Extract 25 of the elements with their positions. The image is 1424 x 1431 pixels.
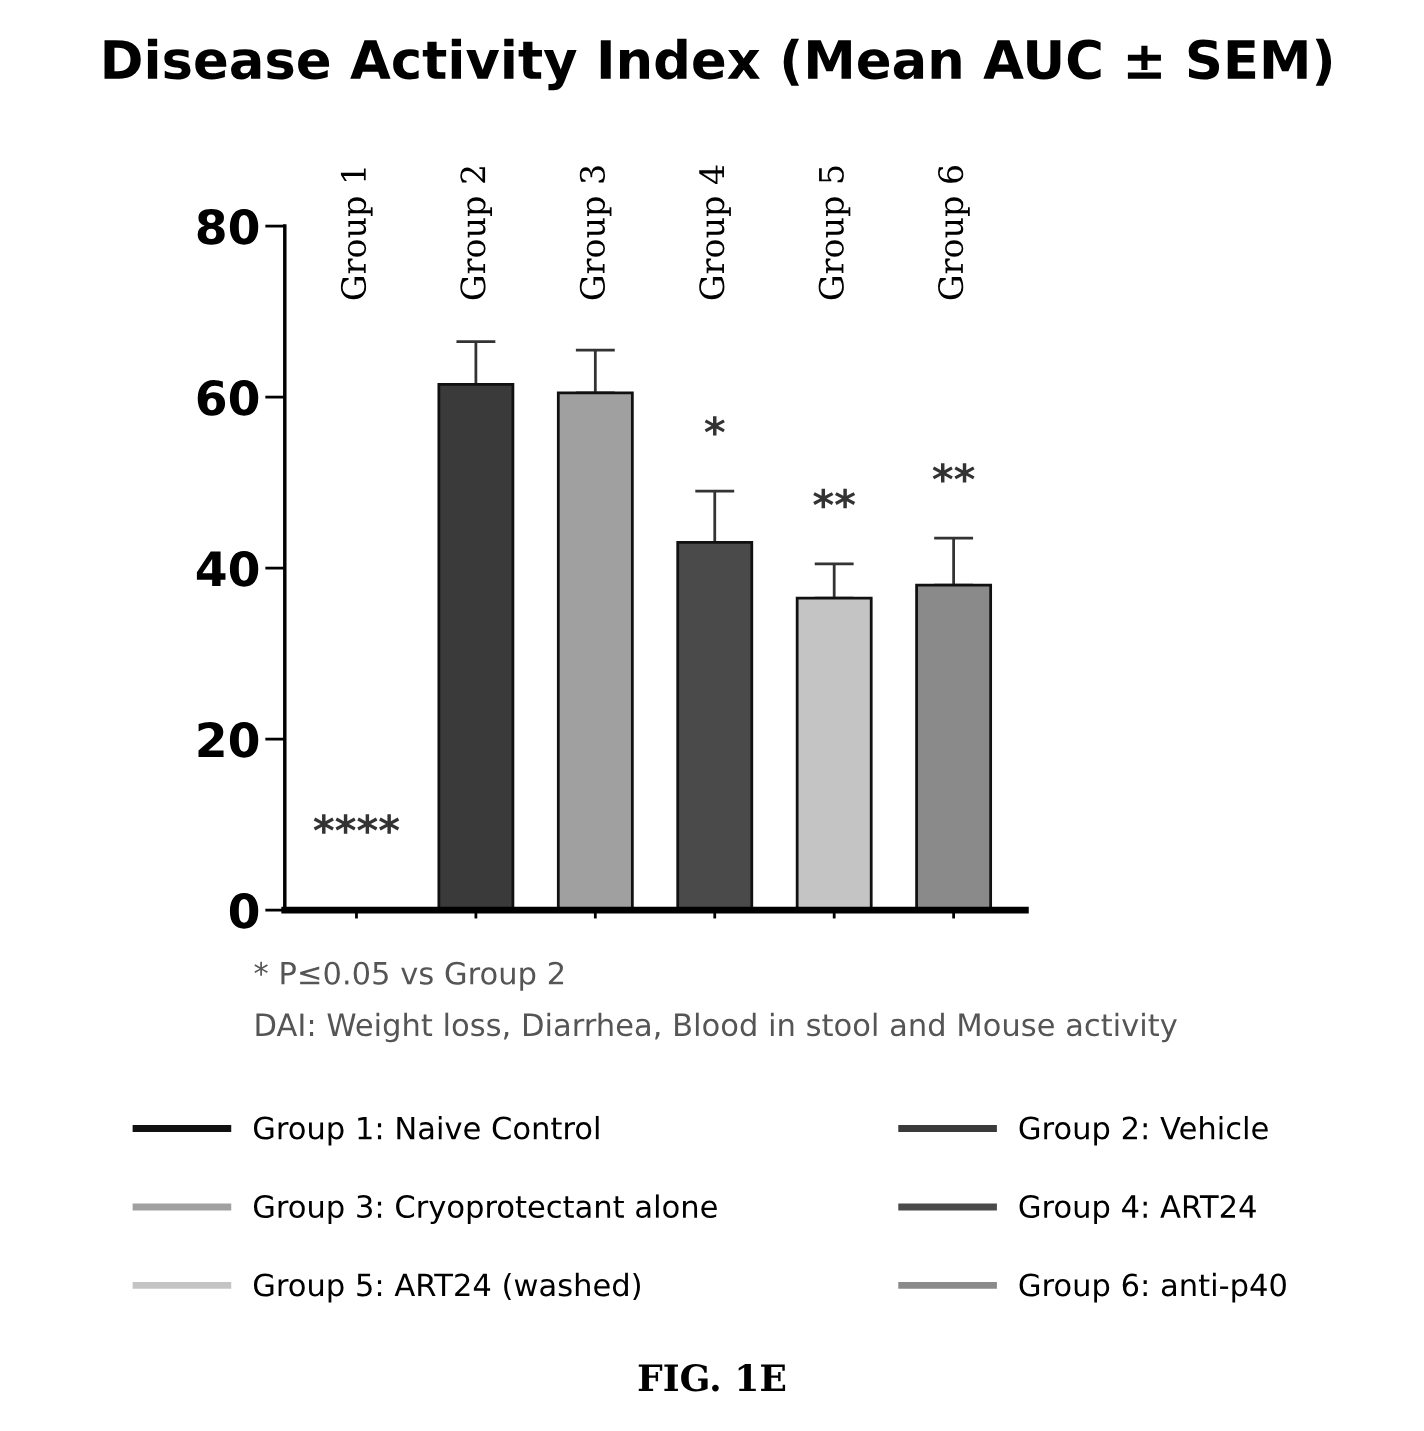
y-tick-label: 80	[197, 208, 259, 245]
x-tick-label: Group 5	[818, 166, 851, 300]
annotation: **	[932, 463, 975, 483]
legend-label: Group 2: Vehicle	[1019, 1115, 1268, 1146]
y-tick-label: 60	[197, 380, 259, 416]
y-tick-label: 20	[198, 722, 259, 758]
x-tick-label: Group 1	[340, 168, 373, 300]
annotation: *	[704, 416, 725, 436]
x-tick-label: Group 6	[938, 165, 970, 300]
y-tick-label: 40	[196, 551, 259, 587]
text: * P≤0.05 vs Group 2	[254, 961, 564, 991]
legend-label: Group 3: Cryoprotectant alone	[253, 1194, 717, 1224]
legend-label: Group 6: anti-p40	[1019, 1272, 1286, 1303]
annotation: **	[813, 488, 856, 509]
chart-title: Disease Activity Index (Mean AUC ± SEM)	[104, 38, 1332, 91]
y-tick-label: 0	[229, 893, 259, 929]
legend-label: Group 1: Naive Control	[253, 1115, 599, 1146]
text: DAI: Weight loss, Diarrhea, Blood in stool and Mouse activity	[256, 1012, 1177, 1043]
caption: FIG. 1E	[638, 1364, 786, 1392]
annotation: ****	[313, 814, 400, 834]
x-tick-label: Group 3	[579, 166, 612, 300]
legend-label: Group 4: ART24	[1019, 1194, 1256, 1224]
x-tick-label: Group 2	[460, 167, 493, 300]
legend-label: Group 5: ART24 (washed)	[253, 1272, 640, 1303]
x-tick-label: Group 4	[699, 165, 731, 300]
